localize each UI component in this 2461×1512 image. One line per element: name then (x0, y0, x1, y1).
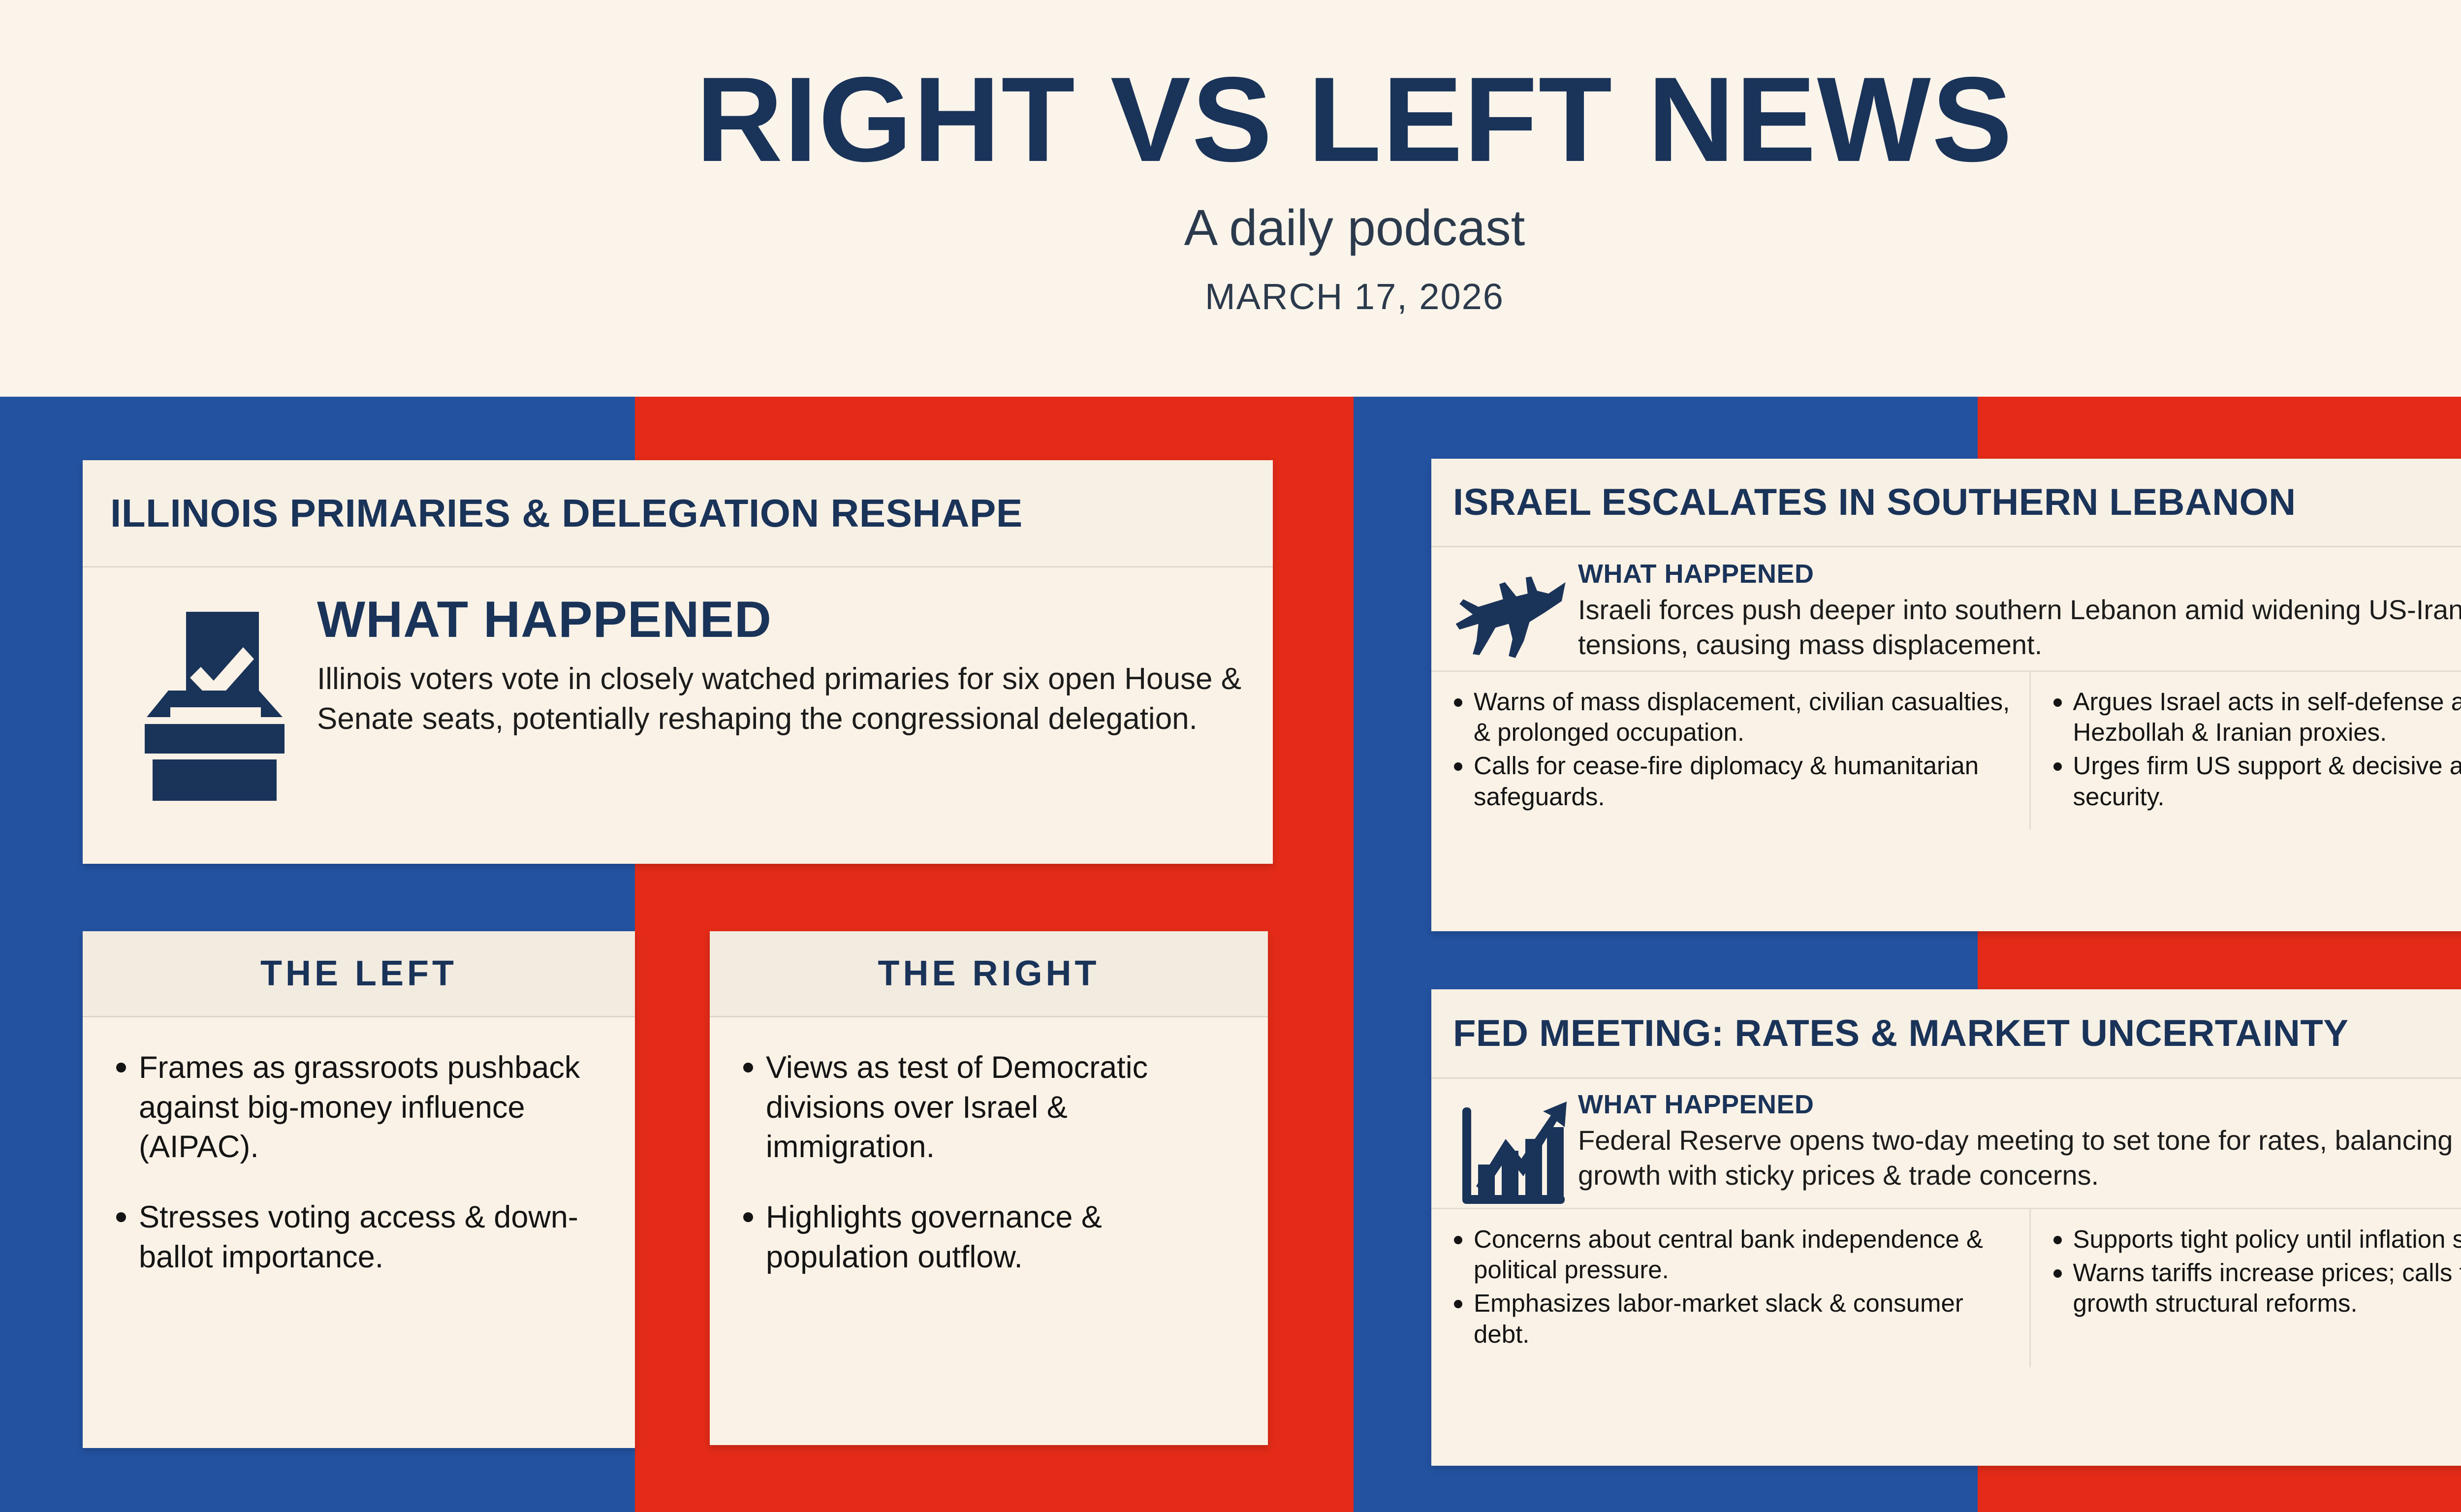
list-item: Warns tariffs increase prices; calls for… (2053, 1258, 2461, 1319)
bar-chart-arrow-icon (1445, 1091, 1578, 1207)
the-left-header: THE LEFT (83, 931, 635, 1017)
illinois-what-happened: WHAT HAPPENED Illinois voters vote in cl… (83, 567, 1273, 801)
list-item: Argues Israel acts in self-defense again… (2053, 687, 2461, 748)
lebanon-what-happened-text: WHAT HAPPENED Israeli forces push deeper… (1578, 560, 2461, 662)
list-item: Emphasizes labor-market slack & consumer… (1454, 1288, 2013, 1349)
page-subtitle: A daily podcast (1184, 199, 1525, 256)
lebanon-headline: ISRAEL ESCALATES IN SOUTHERN LEBANON (1453, 481, 2296, 523)
lebanon-what-happened-label: WHAT HAPPENED (1578, 559, 1814, 589)
lebanon-right-views: Argues Israel acts in self-defense again… (2031, 672, 2461, 830)
fed-left-views: Concerns about central bank independence… (1431, 1209, 2031, 1367)
story-card-lebanon: ISRAEL ESCALATES IN SOUTHERN LEBANON WHA… (1431, 459, 2461, 931)
page-title: RIGHT VS LEFT NEWS (695, 52, 2014, 187)
the-right-header: THE RIGHT (710, 931, 1268, 1017)
list-item: Views as test of Democratic divisions ov… (743, 1048, 1242, 1167)
illinois-left-column: THE LEFT Frames as grassroots pushback a… (83, 931, 635, 1448)
list-item: Frames as grassroots pushback against bi… (116, 1048, 609, 1167)
lebanon-what-happened-body: Israeli forces push deeper into southern… (1578, 594, 2461, 661)
illinois-what-happened-text: WHAT HAPPENED Illinois voters vote in cl… (317, 593, 1243, 739)
page-header: RIGHT VS LEFT NEWS A daily podcast MARCH… (0, 0, 2461, 397)
fed-what-happened-body: Federal Reserve opens two-day meeting to… (1578, 1124, 2461, 1191)
ballot-box-icon (110, 593, 317, 801)
lebanon-what-happened: WHAT HAPPENED Israeli forces push deeper… (1431, 547, 2461, 670)
list-item: Stresses voting access & down-ballot imp… (116, 1197, 609, 1277)
page-date: MARCH 17, 2026 (1205, 276, 1504, 317)
fed-right-bullet-list: Supports tight policy until inflation sl… (2048, 1224, 2461, 1319)
list-item: Highlights governance & population outfl… (743, 1197, 1242, 1277)
fighter-jet-icon (1445, 560, 1578, 672)
the-left-label: THE LEFT (260, 954, 457, 993)
the-right-label: THE RIGHT (878, 954, 1100, 993)
illinois-what-happened-label: WHAT HAPPENED (317, 591, 772, 648)
lebanon-left-views: Warns of mass displacement, civilian cas… (1431, 672, 2031, 830)
lebanon-card-header: ISRAEL ESCALATES IN SOUTHERN LEBANON (1431, 459, 2461, 547)
the-left-body: Frames as grassroots pushback against bi… (83, 1017, 635, 1277)
illinois-what-happened-body: Illinois voters vote in closely watched … (317, 662, 1242, 736)
story-card-illinois: ILLINOIS PRIMARIES & DELEGATION RESHAPE … (83, 460, 1273, 864)
list-item: Warns of mass displacement, civilian cas… (1454, 687, 2013, 748)
fed-right-views: Supports tight policy until inflation sl… (2031, 1209, 2461, 1367)
lebanon-right-bullet-list: Argues Israel acts in self-defense again… (2048, 687, 2461, 812)
fed-what-happened: WHAT HAPPENED Federal Reserve opens two-… (1431, 1079, 2461, 1208)
list-item: Urges firm US support & decisive action … (2053, 751, 2461, 812)
list-item: Concerns about central bank independence… (1454, 1224, 2013, 1285)
the-right-bullet-list: Views as test of Democratic divisions ov… (735, 1048, 1242, 1277)
illinois-card-header: ILLINOIS PRIMARIES & DELEGATION RESHAPE (83, 460, 1273, 567)
lebanon-sides: Warns of mass displacement, civilian cas… (1431, 670, 2461, 830)
fed-headline: FED MEETING: RATES & MARKET UNCERTAINTY (1453, 1012, 2349, 1054)
fed-left-bullet-list: Concerns about central bank independence… (1448, 1224, 2013, 1350)
lebanon-left-bullet-list: Warns of mass displacement, civilian cas… (1448, 687, 2013, 812)
fed-what-happened-label: WHAT HAPPENED (1578, 1090, 1814, 1119)
illinois-headline: ILLINOIS PRIMARIES & DELEGATION RESHAPE (110, 491, 1023, 535)
story-card-fed: FED MEETING: RATES & MARKET UNCERTAINTY … (1431, 989, 2461, 1466)
fed-what-happened-text: WHAT HAPPENED Federal Reserve opens two-… (1578, 1091, 2461, 1193)
list-item: Calls for cease-fire diplomacy & humanit… (1454, 751, 2013, 812)
fed-sides: Concerns about central bank independence… (1431, 1208, 2461, 1367)
the-left-bullet-list: Frames as grassroots pushback against bi… (108, 1048, 609, 1277)
the-right-body: Views as test of Democratic divisions ov… (710, 1017, 1268, 1277)
illinois-right-column: THE RIGHT Views as test of Democratic di… (710, 931, 1268, 1445)
list-item: Supports tight policy until inflation sl… (2053, 1224, 2461, 1255)
fed-card-header: FED MEETING: RATES & MARKET UNCERTAINTY … (1431, 989, 2461, 1079)
